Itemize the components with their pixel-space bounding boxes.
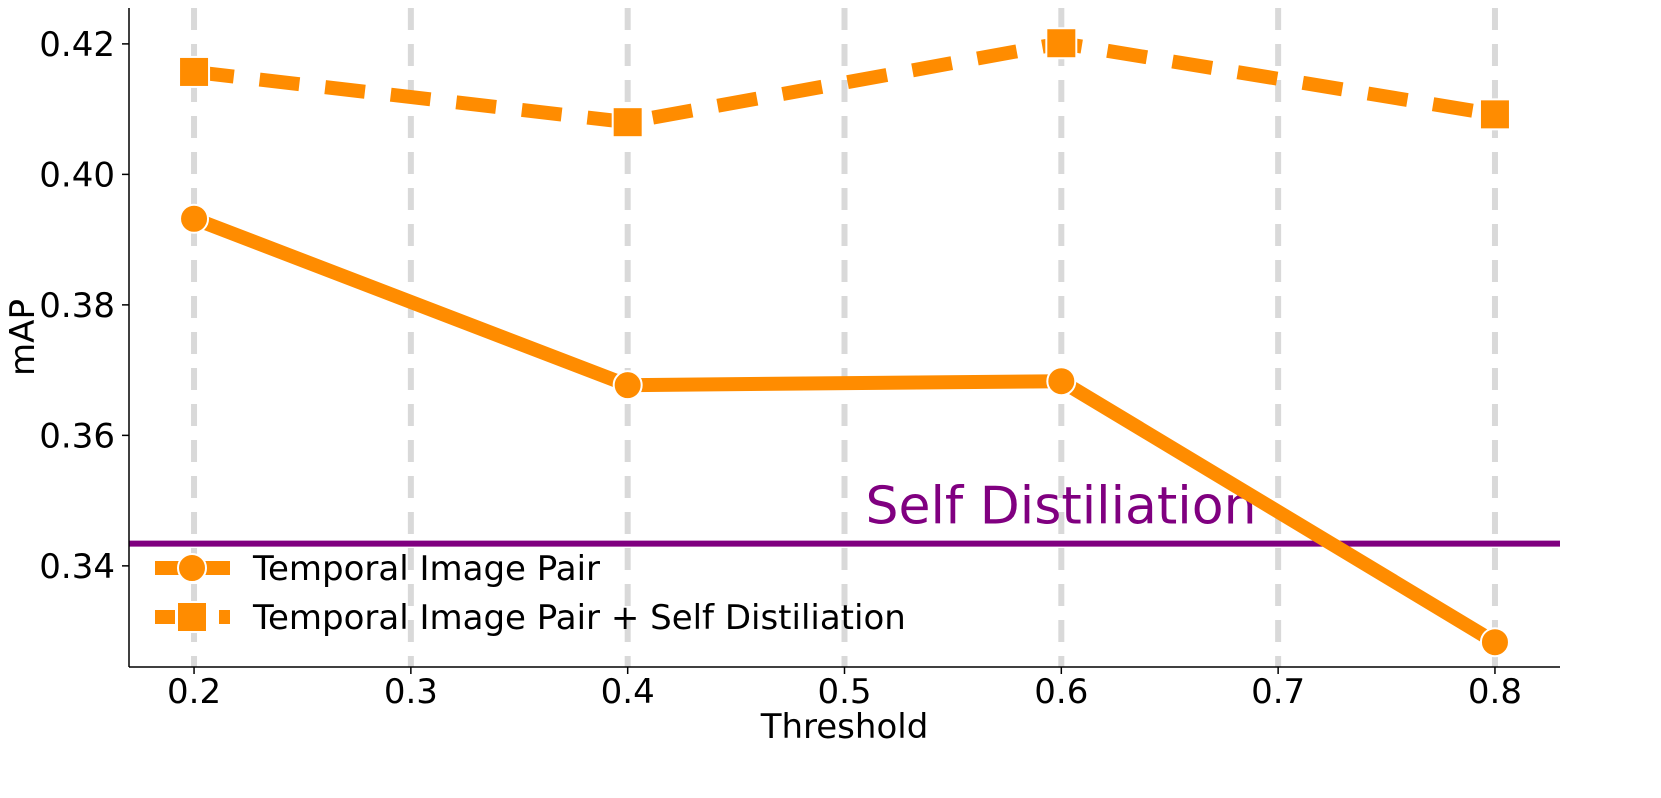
y-tick-label-3: 0.40: [39, 155, 115, 195]
x-tick-label-6: 0.8: [1468, 672, 1522, 712]
y-tick-label-0: 0.34: [39, 547, 115, 587]
x-tick-label-2: 0.4: [601, 672, 655, 712]
data-point-s0-3: [1479, 627, 1510, 658]
legend-label-1: Temporal Image Pair + Self Distiliation: [252, 598, 906, 638]
data-point-s1-0: [178, 55, 211, 88]
x-tick-label-1: 0.3: [384, 672, 438, 712]
data-point-s1-2: [1045, 27, 1078, 60]
series-group: [178, 27, 1511, 658]
series-line-1: [193, 36, 1497, 130]
x-tick-label-0: 0.2: [167, 672, 221, 712]
data-point-s1-3: [1478, 98, 1511, 131]
x-axis-label: Threshold: [760, 707, 929, 747]
y-tick-label-2: 0.38: [39, 286, 115, 326]
legend-marker-1: [176, 601, 208, 633]
x-tick-label-4: 0.6: [1034, 672, 1088, 712]
data-point-s0-0: [179, 203, 210, 234]
legend: Temporal Image Pair Temporal Image Pair +…: [155, 549, 906, 638]
x-tick-label-5: 0.7: [1251, 672, 1305, 712]
data-point-s0-1: [612, 370, 643, 401]
y-tick-label-4: 0.42: [39, 25, 115, 65]
x-tick-label-3: 0.5: [817, 672, 871, 712]
legend-label-0: Temporal Image Pair: [252, 549, 600, 589]
legend-marker-0: [177, 553, 207, 583]
y-tick-label-1: 0.36: [39, 416, 115, 456]
axes: 0.2 0.3 0.4 0.5 0.6 0.7 0.8 0.34 0.36 0.38 0.40 0.4…: [3, 8, 1560, 747]
data-point-s1-1: [611, 106, 644, 139]
reference-line-label: Self Distiliation: [865, 477, 1256, 537]
series-line-0: [191, 212, 1499, 649]
data-point-s0-2: [1046, 366, 1077, 397]
y-axis-label: mAP: [3, 299, 43, 376]
